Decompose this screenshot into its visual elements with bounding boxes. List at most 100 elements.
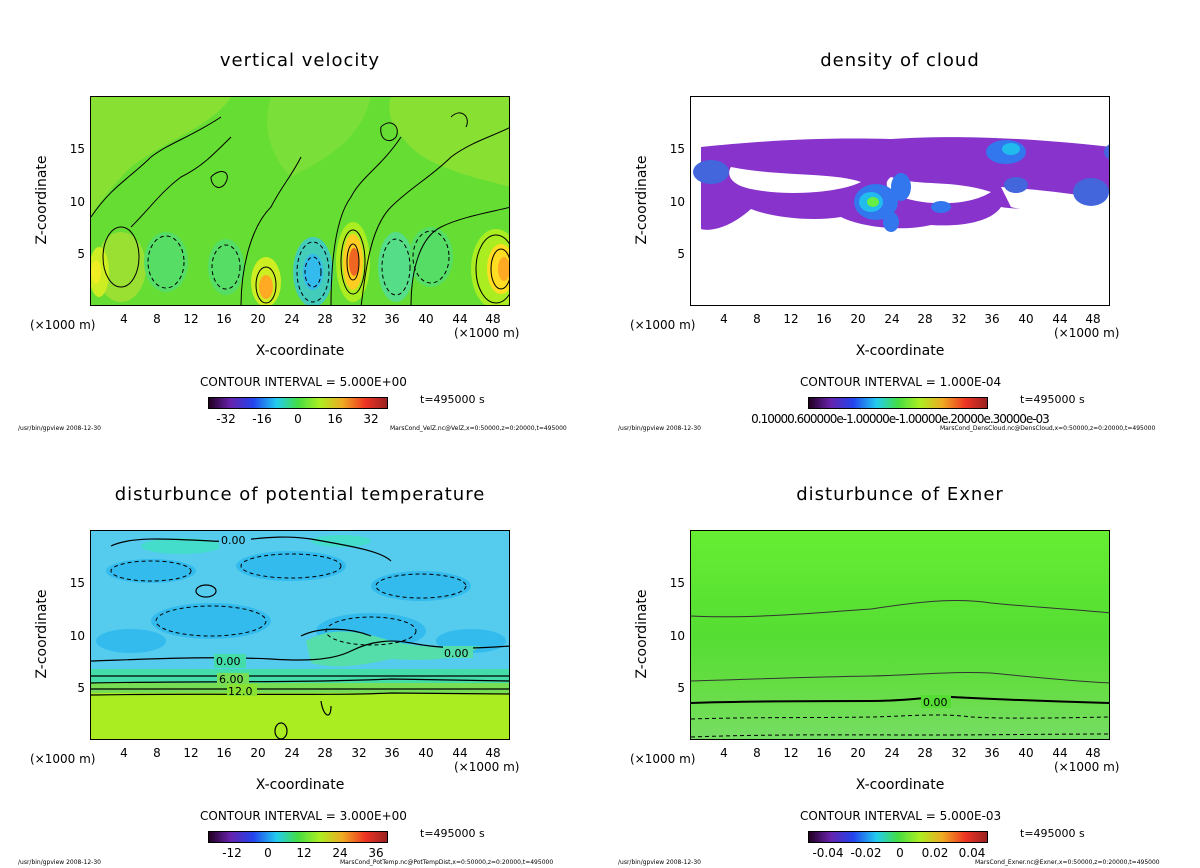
x-tick: 32: [951, 312, 967, 326]
colorbar-gradient: [809, 398, 987, 408]
x-tick: 40: [1018, 312, 1034, 326]
contour-interval: CONTOUR INTERVAL = 5.000E+00: [200, 375, 407, 389]
x-tick: 48: [1085, 746, 1101, 760]
x-tick: 28: [917, 746, 933, 760]
y-tick: 5: [77, 247, 85, 261]
time-label: t=495000 s: [420, 393, 485, 406]
x-tick: 28: [317, 746, 333, 760]
footer-right: MarsCond_DensCloud.nc@DensCloud,x=0:5000…: [940, 425, 1156, 432]
x-tick: 48: [1085, 312, 1101, 326]
y-tick: 15: [69, 142, 85, 156]
x-unit-left: (×1000 m): [30, 752, 96, 766]
x-tick: 16: [816, 746, 832, 760]
x-tick: 4: [120, 312, 128, 326]
x-tick: 12: [783, 746, 799, 760]
contour-field: 0.00 0.00 6.00 12.0 0.00: [91, 531, 509, 739]
plot-area: 0.00 0.00 6.00 12.0 0.00: [90, 530, 510, 740]
colorbar-tick: 0: [264, 846, 272, 860]
x-tick: 36: [384, 746, 400, 760]
x-unit-right: (×1000 m): [454, 326, 520, 340]
x-tick: 36: [984, 746, 1000, 760]
x-tick: 8: [153, 312, 161, 326]
y-tick: 15: [69, 576, 85, 590]
colorbar-tick: 0: [896, 846, 904, 860]
x-unit-right: (×1000 m): [1054, 326, 1120, 340]
x-tick: 20: [250, 312, 266, 326]
time-label: t=495000 s: [1020, 393, 1085, 406]
panel-title: vertical velocity: [219, 50, 381, 71]
x-tick: 16: [216, 746, 232, 760]
x-unit-left: (×1000 m): [630, 318, 696, 332]
panel-density-of-cloud: density of cloud Z-coordinate 15 10 5 4 …: [600, 0, 1200, 434]
time-label: t=495000 s: [420, 827, 485, 840]
footer-right: MarsCond_PotTemp.nc@PotTempDist,x=0:5000…: [340, 859, 554, 866]
y-tick: 15: [669, 576, 685, 590]
contour-label: 0.00: [444, 647, 469, 660]
footer-right: MarsCond_VelZ.nc@VelZ,x=0:50000,z=0:2000…: [390, 425, 567, 432]
panel-title: disturbunce of potential temperature: [114, 484, 486, 505]
x-tick: 12: [783, 312, 799, 326]
x-tick: 12: [183, 746, 199, 760]
x-tick: 32: [951, 746, 967, 760]
y-tick: 10: [669, 195, 685, 209]
panel-potential-temperature: disturbunce of potential temperature: [0, 434, 600, 868]
x-tick: 36: [984, 312, 1000, 326]
y-tick: 10: [69, 629, 85, 643]
x-tick: 24: [884, 746, 900, 760]
x-tick: 20: [850, 746, 866, 760]
x-tick: 44: [452, 312, 468, 326]
plot-area: [90, 96, 510, 306]
panel-title: disturbunce of Exner: [796, 484, 1004, 505]
x-axis-label: X-coordinate: [255, 777, 345, 793]
contour-interval: CONTOUR INTERVAL = 1.000E-04: [800, 375, 1002, 389]
x-tick: 4: [720, 312, 728, 326]
x-tick: 48: [485, 746, 501, 760]
footer-left: /usr/bin/gpview 2008-12-30: [18, 425, 101, 432]
colorbar-tick: -0.02: [850, 846, 882, 860]
colorbar: [208, 397, 388, 409]
x-unit-left: (×1000 m): [630, 752, 696, 766]
time-label: t=495000 s: [1020, 827, 1085, 840]
x-tick: 28: [917, 312, 933, 326]
x-tick: 44: [452, 746, 468, 760]
x-tick: 4: [120, 746, 128, 760]
x-tick: 20: [850, 312, 866, 326]
colorbar-gradient: [209, 832, 387, 842]
y-tick: 10: [69, 195, 85, 209]
x-axis-label: X-coordinate: [255, 343, 345, 359]
y-tick: 15: [669, 142, 685, 156]
contour-interval: CONTOUR INTERVAL = 3.000E+00: [200, 809, 407, 823]
panel-title: density of cloud: [820, 50, 980, 71]
contour-label: 0.00: [923, 696, 948, 709]
colorbar-tick: -0.04: [812, 846, 844, 860]
contour-label: 0.00: [216, 655, 241, 668]
plot-area: [690, 96, 1110, 306]
panel-exner: disturbunce of Exner 0.00: [600, 434, 1200, 868]
x-tick: 28: [317, 312, 333, 326]
y-tick: 5: [77, 681, 85, 695]
footer-right: MarsCond_Exner.nc@Exner,x=0:50000,z=0:20…: [975, 859, 1160, 866]
y-axis-label: Z-coordinate: [34, 589, 50, 679]
colorbar-tick: 0.02: [921, 846, 949, 860]
x-tick: 16: [216, 312, 232, 326]
x-tick: 8: [753, 312, 761, 326]
x-tick: 20: [250, 746, 266, 760]
y-tick: 5: [677, 681, 685, 695]
colorbar-tick-overlap: 0.10000.600000e-1.00000e-1.00000e.20000e…: [751, 412, 1050, 426]
contour-label: 6.00: [219, 673, 244, 686]
y-axis-label: Z-coordinate: [634, 589, 650, 679]
x-tick: 44: [1052, 312, 1068, 326]
colorbar-tick: -32: [216, 412, 236, 426]
colorbar: [808, 831, 988, 843]
y-axis-label: Z-coordinate: [34, 155, 50, 245]
panel-vertical-velocity: vertical velocity: [0, 0, 600, 434]
colorbar-tick: -16: [252, 412, 272, 426]
plot-area: 0.00: [690, 530, 1110, 740]
footer-left: /usr/bin/gpview 2008-12-30: [618, 859, 701, 866]
colorbar-tick: -12: [222, 846, 242, 860]
x-tick: 8: [153, 746, 161, 760]
x-tick: 32: [351, 312, 367, 326]
x-tick: 4: [720, 746, 728, 760]
y-axis-label: Z-coordinate: [634, 155, 650, 245]
x-tick: 16: [816, 312, 832, 326]
